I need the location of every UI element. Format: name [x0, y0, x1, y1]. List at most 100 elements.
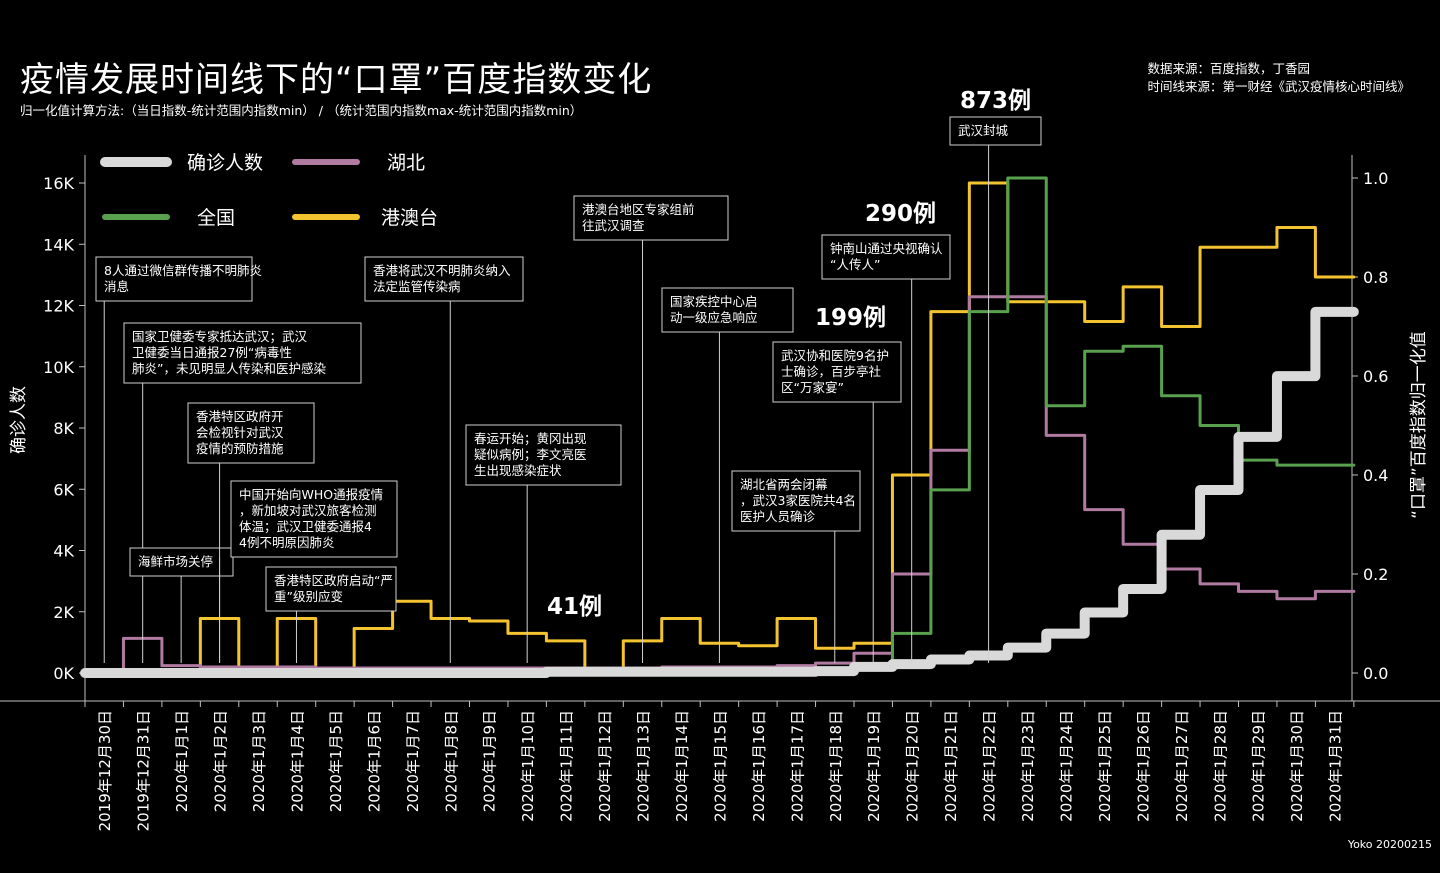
annotation-text: 钟南山通过央视确认 — [830, 241, 943, 256]
hubei-series-line — [83, 295, 1356, 675]
right-y-tick-label: 0.2 — [1363, 565, 1388, 584]
confirmed-count-label: 199例 — [815, 305, 886, 331]
annotation-text: 港澳台地区专家组前 — [582, 202, 695, 217]
x-tick-label: 2020年1月14日 — [673, 710, 691, 822]
confirmed-count-label: 290例 — [865, 201, 936, 227]
x-tick-label: 2020年1月24日 — [1057, 710, 1075, 822]
x-tick-label: 2020年1月19日 — [865, 710, 883, 822]
annotation-box — [265, 566, 397, 612]
x-tick-label: 2020年1月4日 — [288, 710, 306, 812]
right-y-tick-label: 0.0 — [1363, 664, 1388, 683]
annotation-text: 4例不明原因肺炎 — [239, 535, 334, 550]
annotation-text: 会检视针对武汉 — [196, 425, 284, 440]
source-line-1: 数据来源：百度指数，丁香园 — [1147, 61, 1310, 76]
annotation-box — [187, 402, 315, 464]
legend-label: 湖北 — [387, 152, 425, 174]
x-tick-label: 2020年1月11日 — [558, 710, 576, 822]
x-tick-label: 2020年1月7日 — [404, 710, 422, 812]
x-tick-label: 2020年1月2日 — [212, 710, 230, 812]
annotation-text: 消息 — [104, 279, 129, 294]
x-tick-label: 2020年1月17日 — [788, 710, 806, 822]
annotation-text: 重”级别应变 — [274, 589, 343, 604]
annotation-box — [230, 480, 398, 558]
annotation-text: 海鲜市场关停 — [138, 554, 213, 569]
annotation-text: 香港特区政府启动“严 — [274, 573, 393, 588]
x-tick-label: 2020年1月27日 — [1173, 710, 1191, 822]
x-tick-label: 2020年1月29日 — [1250, 710, 1268, 822]
annotation-text: 体温；武汉卫健委通报4 — [239, 519, 372, 534]
annotation-text: 肺炎”，未见明显人传染和医护感染 — [132, 361, 326, 376]
left-y-tick-label: 0K — [53, 664, 74, 683]
x-tick-label: 2020年1月22日 — [981, 710, 999, 822]
x-tick-label: 2020年1月30日 — [1288, 710, 1306, 822]
right-y-tick-label: 0.8 — [1363, 268, 1388, 287]
annotation-text: 疫情的预防措施 — [196, 441, 284, 456]
x-tick-label: 2020年1月18日 — [827, 710, 845, 822]
x-tick-label: 2020年1月28日 — [1211, 710, 1229, 822]
confirmed-count-label: 873例 — [960, 88, 1031, 114]
chart-title: 疫情发展时间线下的“口罩”百度指数变化 — [20, 60, 653, 100]
x-tick-label: 2020年1月31日 — [1327, 710, 1345, 822]
right-y-axis-label: “口罩”百度指数归一化值 — [1409, 331, 1429, 519]
x-tick-label: 2019年12月30日 — [96, 710, 114, 831]
annotation-text: 生出现感染症状 — [474, 463, 562, 478]
annotation-text: 动一级应急响应 — [670, 310, 758, 325]
confirmed-series-line — [80, 306, 1359, 678]
x-tick-label: 2020年1月3日 — [250, 710, 268, 812]
annotation-box — [772, 341, 902, 403]
annotation-box — [123, 322, 362, 384]
annotation-text: 武汉封城 — [958, 123, 1009, 138]
x-tick-label: 2020年1月6日 — [365, 710, 383, 812]
left-y-tick-label: 12K — [43, 297, 74, 316]
left-y-tick-label: 8K — [53, 419, 74, 438]
left-y-tick-label: 4K — [53, 542, 74, 561]
annotation-text: 国家卫健委专家抵达武汉；武汉 — [132, 329, 308, 344]
annotation-box — [465, 424, 622, 486]
left-y-tick-label: 2K — [53, 603, 74, 622]
annotation-text: 8人通过微信群传播不明肺炎 — [104, 263, 262, 278]
x-tick-label: 2020年1月15日 — [711, 710, 729, 822]
annotation-text: 中国开始向WHO通报疫情 — [239, 487, 383, 502]
annotation-text: 湖北省两会闭幕 — [740, 477, 828, 492]
annotation-box — [364, 256, 524, 302]
left-y-tick-label: 6K — [53, 480, 74, 499]
x-tick-label: 2020年1月25日 — [1096, 710, 1114, 822]
credit: Yoko 20200215 — [1347, 838, 1432, 851]
x-tick-label: 2020年1月10日 — [519, 710, 537, 822]
left-y-tick-label: 10K — [43, 358, 74, 377]
annotation-text: 医护人员确诊 — [740, 509, 816, 524]
data-source: 数据来源：百度指数，丁香园 时间线来源：第一财经《武汉疫情核心时间线》 — [1147, 60, 1410, 96]
x-tick-label: 2020年1月5日 — [327, 710, 345, 812]
annotation-text: 国家疾控中心启 — [670, 294, 758, 309]
left-y-tick-label: 14K — [43, 235, 74, 254]
annotation-text: 往武汉调查 — [582, 218, 645, 233]
annotation-text: 香港将武汉不明肺炎纳入 — [373, 263, 511, 278]
annotation-text: 卫健委当日通报27例“病毒性 — [132, 345, 292, 360]
annotation-text: “人传人” — [830, 257, 880, 272]
legend-label: 确诊人数 — [187, 152, 263, 174]
annotation-text: 区“万家宴” — [781, 380, 844, 395]
annotation-text: 疑似病例；李文亮医 — [474, 447, 587, 462]
confirmed-count-label: 41例 — [547, 594, 602, 620]
right-y-tick-label: 0.6 — [1363, 367, 1388, 386]
x-tick-label: 2020年1月9日 — [481, 710, 499, 812]
right-y-tick-label: 0.4 — [1363, 466, 1388, 485]
chart-subtitle: 归一化值计算方法:（当日指数-统计范围内指数min） / （统计范围内指数max… — [20, 103, 583, 118]
annotation-box — [661, 287, 794, 333]
annotation-text: 士确诊，百步亭社 — [781, 364, 881, 379]
annotation-text: ，武汉3家医院共4名 — [740, 493, 856, 508]
x-tick-label: 2020年1月13日 — [635, 710, 653, 822]
annotation-box — [949, 116, 1042, 146]
x-tick-label: 2020年1月1日 — [173, 710, 191, 812]
annotation-box — [821, 234, 951, 280]
annotation-text: 武汉协和医院9名护 — [781, 348, 889, 363]
x-tick-label: 2020年1月8日 — [442, 710, 460, 812]
legend-label: 全国 — [197, 207, 235, 229]
x-tick-label: 2020年1月20日 — [904, 710, 922, 822]
x-tick-label: 2020年1月16日 — [750, 710, 768, 822]
x-tick-label: 2019年12月31日 — [135, 710, 153, 831]
annotation-box — [573, 195, 729, 241]
annotation-text: 香港特区政府开 — [196, 409, 284, 424]
x-tick-label: 2020年1月12日 — [596, 710, 614, 822]
